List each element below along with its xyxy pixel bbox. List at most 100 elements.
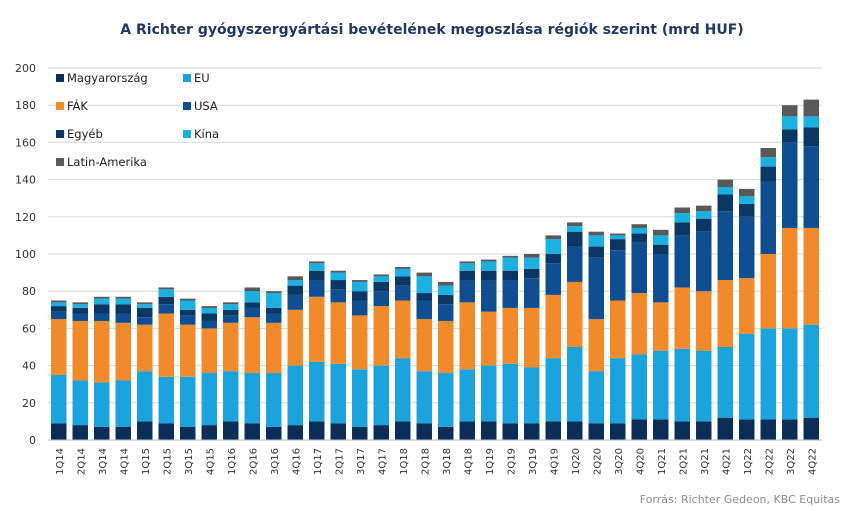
bar-segment [459, 270, 475, 281]
bar-segment [674, 222, 690, 236]
legend-swatch [56, 130, 64, 138]
bar-segment [180, 324, 196, 377]
bar-segment [72, 425, 88, 440]
bar-segment [201, 307, 217, 314]
bar-segment [287, 276, 303, 281]
bar-segment [158, 296, 174, 305]
bar-segment [72, 302, 88, 305]
bar-segment [51, 319, 67, 375]
bar-segment [158, 304, 174, 314]
bar-segment [373, 276, 389, 282]
bar-segment [610, 250, 626, 301]
bar-segment [94, 304, 110, 314]
bar-segment [201, 373, 217, 426]
bar-segment [223, 309, 239, 316]
bar-segment [438, 320, 454, 374]
legend-label: USA [194, 99, 218, 113]
bar-segment [524, 257, 540, 269]
bar-segment [545, 358, 561, 422]
bar-segment [674, 287, 690, 349]
bar-segment [287, 309, 303, 366]
bar-segment [137, 317, 153, 325]
bar-segment [760, 147, 776, 158]
bar-segment [610, 239, 626, 251]
y-tick-label: 20 [22, 397, 36, 410]
x-tick-label: 2Q16 [248, 448, 259, 475]
bar-segment [803, 417, 819, 440]
x-tick-label: 2Q19 [506, 448, 517, 475]
x-tick-label: 4Q17 [377, 448, 388, 475]
bar-segment [696, 350, 712, 422]
bar-segment [803, 116, 819, 128]
legend-label: Egyéb [67, 127, 103, 141]
bar-segment [416, 300, 432, 320]
y-tick-label: 80 [22, 285, 36, 298]
bar-segment [502, 307, 518, 364]
bar-segment [502, 270, 518, 281]
bar-segment [244, 287, 260, 292]
bar-segment [674, 235, 690, 288]
bar-segment [502, 423, 518, 440]
bar-segment [266, 307, 282, 314]
bar-segment [158, 376, 174, 424]
bar-segment [502, 280, 518, 308]
bar-segment [180, 298, 196, 301]
y-tick-label: 0 [29, 434, 36, 447]
bar-segment [696, 218, 712, 232]
x-tick-label: 2Q15 [162, 448, 173, 475]
bar-segment [481, 261, 497, 271]
bar-segment [459, 261, 475, 264]
bar-segment [395, 268, 411, 277]
bar-segment [653, 350, 669, 420]
legend-label: EU [194, 71, 210, 85]
bar-segment [416, 293, 432, 301]
bar-segment [180, 300, 196, 310]
bar-segment [524, 307, 540, 368]
gridlines [48, 67, 822, 441]
bar-segment [524, 254, 540, 258]
bar-segment [438, 426, 454, 440]
x-tick-label: 1Q21 [657, 448, 668, 475]
bar-segment [653, 419, 669, 440]
legend-label: Kína [194, 127, 219, 141]
bar-segment [588, 371, 604, 424]
bar-segment [588, 423, 604, 440]
x-tick-label: 4Q19 [549, 448, 560, 475]
legend-swatch [56, 74, 64, 82]
bar-segment [502, 363, 518, 424]
bar-segment [717, 347, 733, 418]
bar-segment [502, 255, 518, 258]
bar-segment [438, 281, 454, 286]
bar-segment [115, 304, 131, 314]
bar-segment [567, 246, 583, 282]
bar-segment [459, 280, 475, 303]
bar-segment [395, 421, 411, 440]
x-tick-label: 1Q18 [399, 448, 410, 475]
bar-segment [201, 313, 217, 321]
bar-segment [653, 229, 669, 236]
bar-segment [373, 274, 389, 277]
bar-segment [803, 146, 819, 228]
bar-segment [223, 421, 239, 440]
bar-segment [631, 227, 647, 234]
bar-segment [803, 324, 819, 418]
y-tick-label: 200 [15, 62, 36, 75]
x-tick-label: 3Q17 [356, 448, 367, 475]
bar-segment [352, 315, 368, 370]
bar-segment [760, 254, 776, 329]
bar-segment [115, 426, 131, 440]
bar-segment [610, 233, 626, 236]
bar-segment [782, 227, 798, 329]
legend-swatch [56, 158, 64, 166]
x-tick-label: 2Q21 [678, 448, 689, 475]
bar-segment [51, 423, 67, 440]
bar-segment [739, 188, 755, 197]
bar-segment [739, 333, 755, 420]
bar-segment [653, 254, 669, 303]
bar-segment [137, 324, 153, 372]
bar-segment [373, 425, 389, 440]
x-tick-label: 2Q17 [334, 448, 345, 475]
bar-segment [309, 261, 325, 264]
bar-segment [330, 270, 346, 273]
bar-segment [137, 421, 153, 440]
